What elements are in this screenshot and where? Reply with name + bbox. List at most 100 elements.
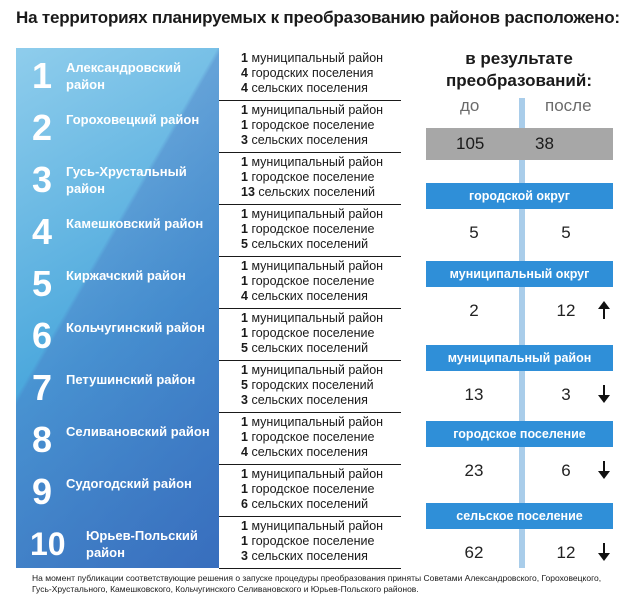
district-name: Кольчугинский район	[66, 320, 205, 335]
unit-type: муниципальный район	[251, 311, 384, 325]
unit-type: сельских поселения	[251, 81, 368, 95]
after-header: после	[545, 96, 592, 115]
unit-count: 6	[241, 497, 248, 511]
value-before: 13	[464, 385, 484, 404]
unit-count: 1	[241, 259, 248, 273]
unit-type: муниципальный район	[251, 51, 384, 65]
value-before: 62	[464, 543, 484, 562]
unit-count: 1	[241, 430, 248, 444]
unit-line: 4 сельских поселения	[241, 445, 368, 460]
district-row: 1 муниципальный район 5 городских поселен…	[219, 360, 401, 413]
unit-type: муниципальный район	[251, 155, 384, 169]
unit-type: сельских поселения	[251, 549, 368, 563]
value-before: 23	[464, 461, 484, 480]
district-10: 10 Юрьев-Польский район	[16, 516, 219, 568]
unit-type: сельских поселения	[251, 133, 368, 147]
unit-type: городских поселения	[251, 66, 374, 80]
unit-type: муниципальный район	[251, 415, 384, 429]
unit-line: 1 муниципальный район	[241, 467, 383, 482]
district-number: 9	[32, 471, 53, 512]
divider-line	[519, 98, 525, 568]
results-title-line1: в результате	[465, 49, 573, 68]
district-4: 4 Камешковский район	[16, 204, 219, 256]
districts-panel: 1 Александровский район 2 Гороховецкий райо…	[16, 48, 219, 568]
district-row: 1 муниципальный район 1 городское поселен…	[219, 464, 401, 517]
unit-count: 1	[241, 482, 248, 496]
value-after: 6	[561, 461, 571, 480]
unit-type: городское поселение	[251, 170, 375, 184]
district-name: Гороховецкий район	[66, 112, 200, 127]
unit-count: 4	[241, 81, 248, 95]
unit-type: городское поселение	[251, 534, 375, 548]
unit-type: городское поселение	[251, 430, 375, 444]
unit-type: сельских поселений	[251, 237, 369, 251]
unit-type: сельских поселения	[251, 289, 368, 303]
category-bar: городское поселение	[426, 421, 613, 447]
arrow-down-icon	[598, 543, 610, 561]
district-number: 2	[32, 107, 53, 148]
unit-count: 5	[241, 378, 248, 392]
district-number: 1	[32, 55, 53, 96]
unit-count: 3	[241, 549, 248, 563]
unit-line: 1 муниципальный район	[241, 207, 383, 222]
unit-count: 5	[241, 237, 248, 251]
total-after: 38	[535, 134, 554, 153]
unit-line: 3 сельских поселения	[241, 549, 368, 564]
unit-count: 1	[241, 534, 248, 548]
totals-bar: 105 38	[426, 128, 613, 160]
unit-line: 1 муниципальный район	[241, 259, 383, 274]
unit-line: 4 городских поселения	[241, 66, 373, 81]
unit-type: сельских поселений	[251, 497, 369, 511]
value-after: 12	[556, 543, 576, 562]
unit-line: 1 городское поселение	[241, 326, 374, 341]
unit-count: 3	[241, 393, 248, 407]
unit-type: сельских поселений	[251, 341, 369, 355]
unit-count: 1	[241, 311, 248, 325]
district-name: Юрьев-Польский район	[86, 528, 198, 560]
unit-count: 1	[241, 467, 248, 481]
before-header: до	[460, 96, 480, 115]
district-6: 6 Кольчугинский район	[16, 308, 219, 360]
unit-count: 1	[241, 103, 248, 117]
district-number: 6	[32, 315, 53, 356]
district-name: Александровский район	[66, 60, 182, 92]
district-row: 1 муниципальный район 1 городское поселен…	[219, 204, 401, 257]
unit-line: 1 городское поселение	[241, 430, 374, 445]
unit-type: сельских поселения	[251, 445, 368, 459]
value-after: 12	[556, 301, 576, 320]
unit-line: 5 сельских поселений	[241, 237, 368, 252]
unit-count: 1	[241, 326, 248, 340]
district-row: 1 муниципальный район 1 городское поселен…	[219, 412, 401, 465]
unit-type: муниципальный район	[251, 207, 384, 221]
district-name: Гусь-Хрустальный район	[66, 164, 187, 196]
unit-line: 1 муниципальный район	[241, 311, 383, 326]
total-before: 105	[456, 134, 485, 153]
value-before: 5	[469, 223, 479, 242]
unit-line: 4 сельских поселения	[241, 289, 368, 304]
district-row: 1 муниципальный район 4 городских поселен…	[219, 48, 401, 101]
unit-count: 13	[241, 185, 255, 199]
district-row: 1 муниципальный район 1 городское поселен…	[219, 308, 401, 361]
unit-type: городское поселение	[251, 222, 375, 236]
category-bar: муниципальный округ	[426, 261, 613, 287]
district-8: 8 Селивановский район	[16, 412, 219, 464]
unit-count: 1	[241, 415, 248, 429]
district-number: 7	[32, 367, 53, 408]
unit-line: 1 муниципальный район	[241, 415, 383, 430]
unit-line: 1 городское поселение	[241, 118, 374, 133]
district-7: 7 Петушинский район	[16, 360, 219, 412]
unit-line: 1 городское поселение	[241, 222, 374, 237]
district-number: 8	[32, 419, 53, 460]
district-number: 4	[32, 211, 53, 252]
arrow-down-icon	[598, 385, 610, 403]
unit-count: 1	[241, 519, 248, 533]
district-name: Селивановский район	[66, 424, 210, 439]
unit-type: городское поселение	[251, 326, 375, 340]
unit-type: городское поселение	[251, 118, 375, 132]
unit-line: 1 городское поселение	[241, 170, 374, 185]
unit-count: 5	[241, 341, 248, 355]
district-row: 1 муниципальный район 1 городское поселен…	[219, 100, 401, 153]
results-title-line2: преобразований:	[446, 71, 592, 90]
unit-line: 6 сельских поселений	[241, 497, 368, 512]
unit-count: 3	[241, 133, 248, 147]
